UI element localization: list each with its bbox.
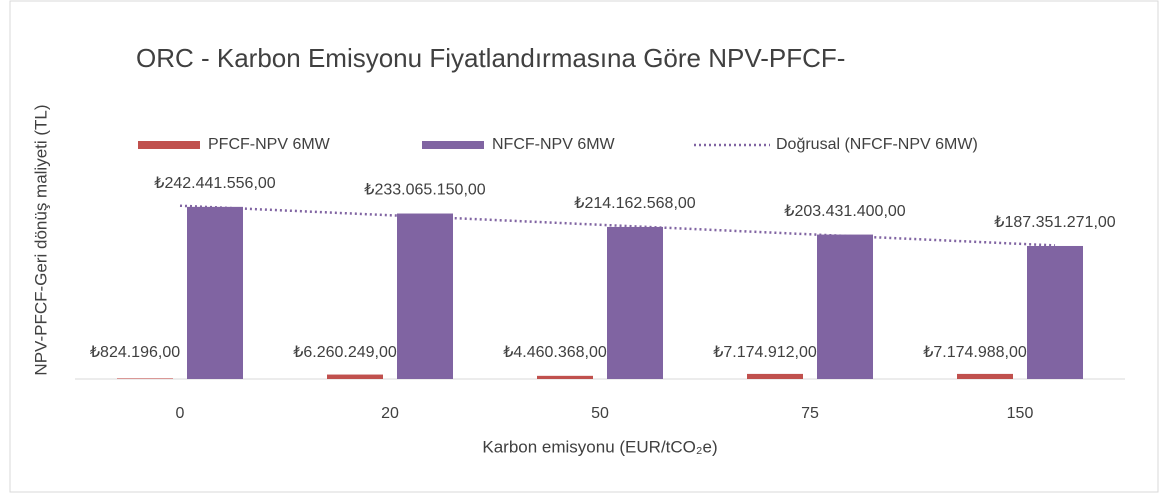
data-label: ₺7.174.988,00	[923, 344, 1027, 361]
x-tick-label: 20	[381, 405, 399, 422]
x-tick-label: 0	[176, 405, 185, 422]
x-tick-label: 75	[801, 405, 819, 422]
x-tick-label: 150	[1007, 405, 1034, 422]
bar	[397, 213, 453, 379]
x-axis-label: Karbon emisyonu (EUR/tCO₂e)	[482, 437, 717, 456]
data-label: ₺242.441.556,00	[154, 175, 276, 192]
bar	[537, 375, 593, 379]
data-label: ₺214.162.568,00	[574, 195, 696, 212]
data-label: ₺6.260.249,00	[293, 344, 397, 361]
bar	[817, 234, 873, 379]
data-label: ₺4.460.368,00	[503, 344, 607, 361]
data-label: ₺233.065.150,00	[364, 182, 486, 199]
bar	[607, 226, 663, 379]
legend-swatch	[422, 141, 484, 149]
data-label: ₺7.174.912,00	[713, 344, 817, 361]
bar	[957, 373, 1013, 379]
legend-label: PFCF-NPV 6MW	[208, 136, 331, 153]
data-label: ₺187.351.271,00	[994, 214, 1116, 231]
bar	[327, 374, 383, 379]
legend-label: NFCF-NPV 6MW	[492, 136, 616, 153]
bar	[747, 373, 803, 379]
bar	[187, 206, 243, 379]
x-tick-label: 50	[591, 405, 609, 422]
data-label: ₺203.431.400,00	[784, 203, 906, 220]
data-label: ₺824.196,00	[90, 344, 180, 361]
legend-swatch	[138, 141, 200, 149]
bar	[1027, 245, 1083, 379]
y-axis-label: NPV-PFCF-Geri dönüş maliyeti (TL)	[31, 104, 50, 375]
chart-title: ORC - Karbon Emisyonu Fiyatlandırmasına …	[136, 43, 845, 73]
trendline	[179, 204, 1056, 247]
legend-label: Doğrusal (NFCF-NPV 6MW)	[776, 136, 978, 153]
bar	[117, 378, 173, 379]
